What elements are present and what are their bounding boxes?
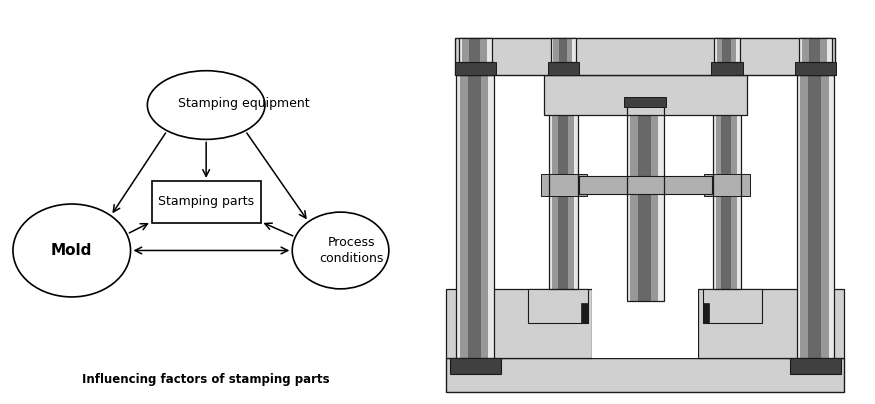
Bar [579,176,711,194]
Bar [737,75,741,289]
Bar [558,75,568,289]
Bar [801,75,808,358]
Bar [467,75,481,358]
Text: Influencing factors of stamping parts: Influencing factors of stamping parts [82,373,330,386]
Bar [711,62,743,75]
Bar [626,103,630,301]
Bar [651,103,659,301]
Bar [704,174,750,196]
Bar [808,38,821,62]
Bar [703,289,762,323]
Bar [488,75,494,358]
Bar [799,38,802,62]
Bar [717,38,722,62]
Bar [626,103,664,301]
Bar [455,38,836,75]
Bar [790,358,841,374]
Bar [550,75,578,289]
Bar [528,289,588,323]
Bar [713,75,741,289]
Ellipse shape [147,71,265,139]
Bar [469,38,480,62]
Bar [592,289,698,358]
Bar [716,75,721,289]
Bar [732,75,737,289]
Bar [722,38,731,62]
Bar [721,75,732,289]
Bar [548,62,579,75]
Bar [457,75,494,358]
Bar [460,75,467,358]
Bar [581,303,588,323]
Bar [151,181,261,223]
Bar [550,75,552,289]
Text: Stamping parts: Stamping parts [158,196,255,208]
Bar [572,38,577,62]
Bar [450,358,500,374]
Bar [568,75,574,289]
Bar [480,38,487,62]
Bar [630,103,638,301]
Bar [736,38,739,62]
Bar [458,38,492,62]
Text: Process
conditions: Process conditions [318,236,383,265]
Text: Mold: Mold [51,243,93,258]
Bar [827,38,832,62]
Bar [487,38,492,62]
Bar [574,75,578,289]
Bar [567,38,572,62]
Bar [462,38,469,62]
Bar [731,38,736,62]
Bar [558,38,567,62]
Bar [799,38,832,62]
Bar [458,38,462,62]
Bar [457,75,460,358]
Bar [638,103,651,301]
Bar [796,75,834,358]
Bar [551,38,554,62]
Bar [551,38,577,62]
Bar [541,174,586,196]
Bar [808,75,821,358]
Bar [454,62,496,75]
Bar [802,38,808,62]
Bar [659,103,664,301]
Ellipse shape [292,212,388,289]
Bar [714,38,717,62]
Bar [829,75,834,358]
Bar [554,38,558,62]
Bar [543,75,747,115]
Bar [481,75,488,358]
Bar [446,289,592,358]
Bar [713,75,716,289]
Bar [446,358,844,392]
Bar [698,289,844,358]
Text: Stamping equipment: Stamping equipment [178,97,310,109]
Bar [796,75,801,358]
Bar [821,75,829,358]
Bar [714,38,739,62]
Bar [703,303,710,323]
Bar [552,75,558,289]
Bar [821,38,827,62]
Bar [794,62,836,75]
Bar [625,97,666,107]
Ellipse shape [13,204,130,297]
